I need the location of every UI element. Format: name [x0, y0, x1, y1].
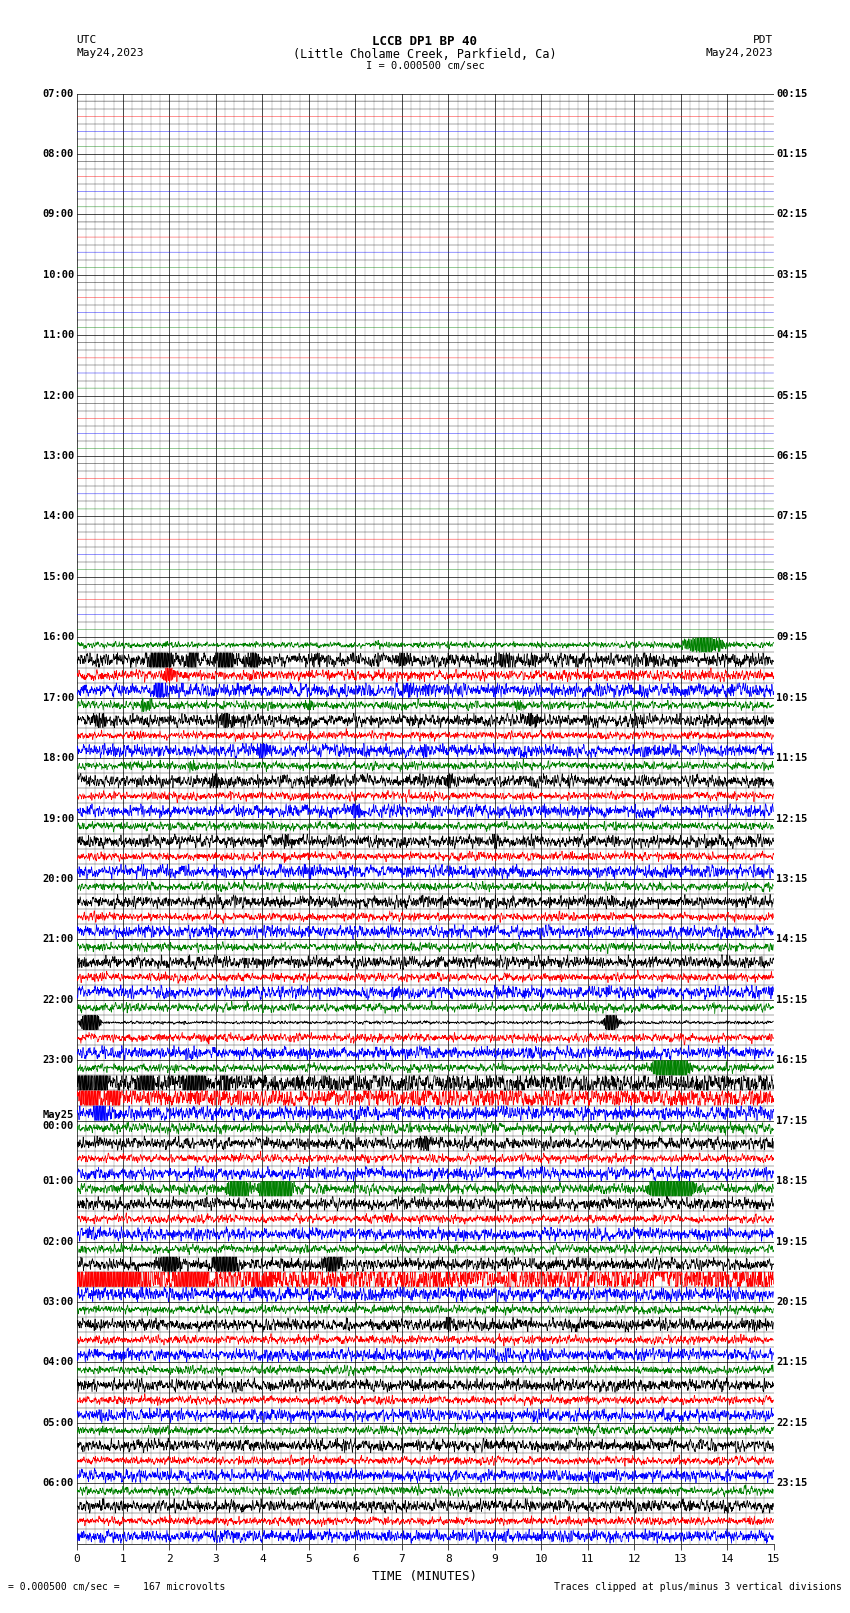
Text: 09:00: 09:00 [42, 210, 74, 219]
Text: 22:15: 22:15 [776, 1418, 808, 1428]
Text: 01:15: 01:15 [776, 148, 808, 160]
Text: 06:15: 06:15 [776, 452, 808, 461]
Text: 13:00: 13:00 [42, 452, 74, 461]
Text: 13:15: 13:15 [776, 874, 808, 884]
Text: 20:15: 20:15 [776, 1297, 808, 1307]
Text: 22:00: 22:00 [42, 995, 74, 1005]
Text: 23:00: 23:00 [42, 1055, 74, 1065]
Text: 10:15: 10:15 [776, 692, 808, 703]
Text: 15:00: 15:00 [42, 573, 74, 582]
Text: 17:15: 17:15 [776, 1116, 808, 1126]
Text: May24,2023: May24,2023 [706, 48, 774, 58]
Text: 03:00: 03:00 [42, 1297, 74, 1307]
Text: 21:00: 21:00 [42, 934, 74, 945]
Text: 19:00: 19:00 [42, 813, 74, 824]
Text: 14:15: 14:15 [776, 934, 808, 945]
Text: 12:00: 12:00 [42, 390, 74, 400]
Text: 09:15: 09:15 [776, 632, 808, 642]
Text: LCCB DP1 BP 40: LCCB DP1 BP 40 [372, 35, 478, 48]
Text: 16:15: 16:15 [776, 1055, 808, 1065]
Text: 17:00: 17:00 [42, 692, 74, 703]
Text: 05:00: 05:00 [42, 1418, 74, 1428]
Text: Traces clipped at plus/minus 3 vertical divisions: Traces clipped at plus/minus 3 vertical … [553, 1582, 842, 1592]
Text: 23:15: 23:15 [776, 1478, 808, 1489]
Text: 10:00: 10:00 [42, 269, 74, 279]
Text: 04:15: 04:15 [776, 331, 808, 340]
Text: 15:15: 15:15 [776, 995, 808, 1005]
Text: 07:00: 07:00 [42, 89, 74, 98]
Text: 05:15: 05:15 [776, 390, 808, 400]
Text: PDT: PDT [753, 35, 774, 45]
Text: 00:15: 00:15 [776, 89, 808, 98]
Text: 03:15: 03:15 [776, 269, 808, 279]
Text: 11:00: 11:00 [42, 331, 74, 340]
Text: = 0.000500 cm/sec =    167 microvolts: = 0.000500 cm/sec = 167 microvolts [8, 1582, 226, 1592]
Text: 08:00: 08:00 [42, 148, 74, 160]
Text: 02:15: 02:15 [776, 210, 808, 219]
Text: UTC: UTC [76, 35, 97, 45]
Text: 02:00: 02:00 [42, 1237, 74, 1247]
Text: May25
00:00: May25 00:00 [42, 1110, 74, 1131]
Text: 20:00: 20:00 [42, 874, 74, 884]
Text: May24,2023: May24,2023 [76, 48, 144, 58]
Text: 11:15: 11:15 [776, 753, 808, 763]
Text: 01:00: 01:00 [42, 1176, 74, 1186]
Text: (Little Cholame Creek, Parkfield, Ca): (Little Cholame Creek, Parkfield, Ca) [293, 48, 557, 61]
Text: 16:00: 16:00 [42, 632, 74, 642]
Text: 21:15: 21:15 [776, 1358, 808, 1368]
Text: 18:15: 18:15 [776, 1176, 808, 1186]
Text: 04:00: 04:00 [42, 1358, 74, 1368]
Text: 19:15: 19:15 [776, 1237, 808, 1247]
Text: 12:15: 12:15 [776, 813, 808, 824]
Text: 06:00: 06:00 [42, 1478, 74, 1489]
X-axis label: TIME (MINUTES): TIME (MINUTES) [372, 1569, 478, 1582]
Text: 18:00: 18:00 [42, 753, 74, 763]
Text: I = 0.000500 cm/sec: I = 0.000500 cm/sec [366, 61, 484, 71]
Text: 07:15: 07:15 [776, 511, 808, 521]
Text: 08:15: 08:15 [776, 573, 808, 582]
Text: 14:00: 14:00 [42, 511, 74, 521]
